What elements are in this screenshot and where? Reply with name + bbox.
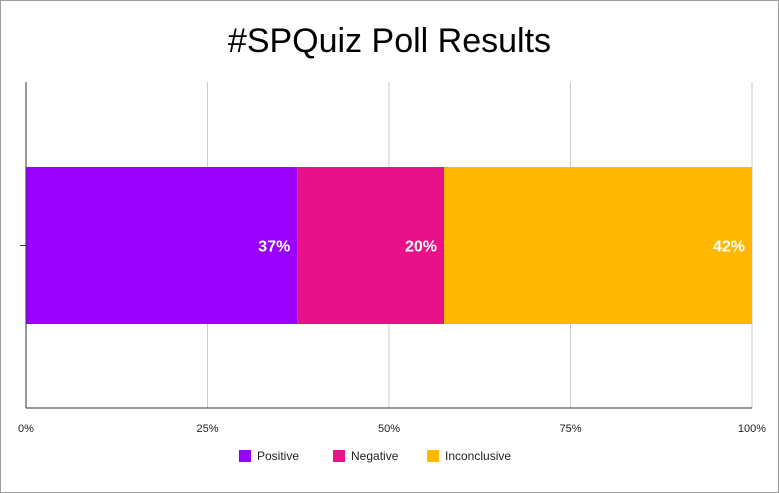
x-tick-label: 0% (18, 423, 34, 435)
legend: Positive Negative Inconclusive (239, 449, 511, 463)
chart-title: #SPQuiz Poll Results (227, 22, 552, 60)
x-tick-labels: 0% 25% 50% 75% 100% (18, 423, 766, 435)
bar-segment-negative (297, 167, 444, 324)
data-labels: 37% 20% 42% (258, 239, 745, 256)
x-tick-label: 50% (378, 423, 400, 435)
data-label-negative: 20% (405, 239, 437, 256)
data-label-positive: 37% (258, 239, 290, 256)
bar-segment-inconclusive (444, 167, 752, 324)
bar-segments (26, 167, 752, 324)
legend-label-inconclusive: Inconclusive (445, 449, 511, 463)
data-label-inconclusive: 42% (713, 239, 745, 256)
legend-label-negative: Negative (351, 449, 399, 463)
axes (20, 82, 752, 409)
legend-swatch-negative (333, 450, 345, 462)
legend-swatch-inconclusive (427, 450, 439, 462)
bar-segment-positive (26, 167, 298, 324)
x-tick-label: 100% (738, 423, 766, 435)
x-tick-label: 25% (196, 423, 218, 435)
x-tick-label: 75% (559, 423, 581, 435)
legend-label-positive: Positive (257, 449, 299, 463)
legend-swatch-positive (239, 450, 251, 462)
